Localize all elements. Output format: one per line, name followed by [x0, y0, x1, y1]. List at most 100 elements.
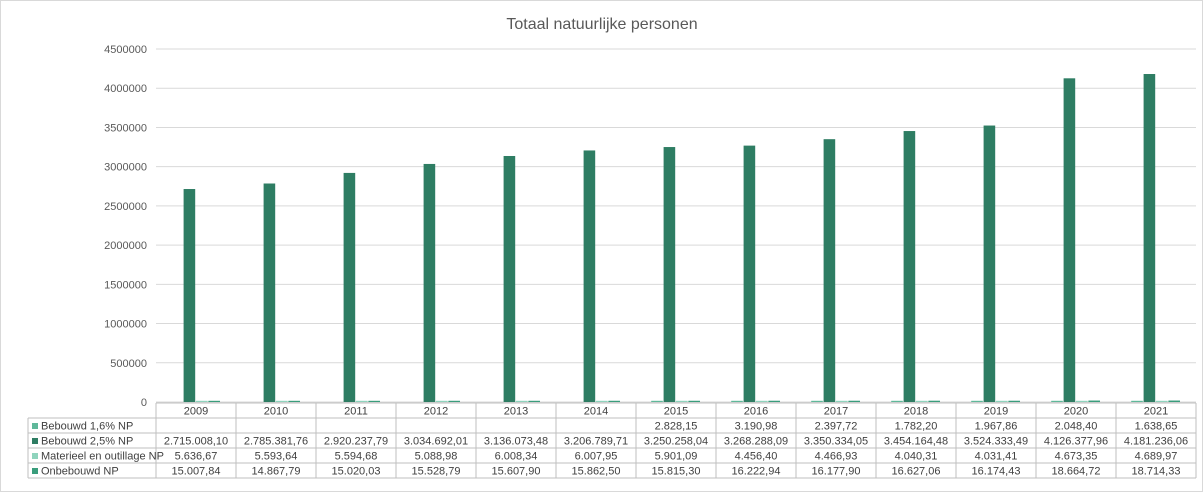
bar: [1008, 400, 1020, 402]
data-label: 4.040,31: [895, 451, 938, 463]
x-category-label: 2009: [184, 406, 208, 418]
legend-swatch: [32, 438, 38, 444]
bar: [1168, 400, 1180, 402]
legend-entry: Materieel en outillage NP: [41, 451, 164, 463]
bar: [1076, 400, 1088, 402]
data-label: 18.664,72: [1052, 466, 1101, 478]
x-category-label: 2021: [1144, 406, 1168, 418]
data-label: 4.466,93: [815, 451, 858, 463]
bar: [1088, 400, 1100, 402]
y-tick-label: 0: [141, 397, 147, 409]
bar: [1063, 78, 1076, 402]
bar: [848, 400, 860, 402]
data-label: 15.007,84: [172, 466, 221, 478]
data-label: 4.673,35: [1055, 451, 1098, 463]
data-label: 18.714,33: [1132, 466, 1181, 478]
bar: [731, 400, 743, 402]
bar: [811, 400, 823, 402]
data-label: 4.126.377,96: [1044, 436, 1108, 448]
bar: [503, 155, 516, 402]
data-label: 2.048,40: [1055, 421, 1098, 433]
gridlines: [156, 48, 1196, 403]
y-tick-label: 3000000: [104, 162, 147, 174]
bar: [276, 400, 288, 402]
data-label: 15.020,03: [332, 466, 381, 478]
bar: [823, 139, 836, 402]
y-tick-label: 500000: [110, 358, 147, 370]
bar: [983, 125, 996, 402]
data-label: 2.715.008,10: [164, 436, 228, 448]
data-label: 2.785.381,76: [244, 436, 308, 448]
bar: [1131, 400, 1143, 402]
x-category-label: 2010: [264, 406, 288, 418]
bar: [368, 400, 380, 402]
bar: [903, 131, 916, 403]
x-category-label: 2014: [584, 406, 608, 418]
data-label: 2.828,15: [655, 421, 698, 433]
bar: [436, 400, 448, 402]
bar: [1156, 400, 1168, 402]
x-category-label: 2013: [504, 406, 528, 418]
y-tick-label: 1000000: [104, 319, 147, 331]
y-tick-label: 2500000: [104, 201, 147, 213]
data-label: 14.867,79: [252, 466, 301, 478]
data-label: 4.031,41: [975, 451, 1018, 463]
data-label: 1.782,20: [895, 421, 938, 433]
y-tick-label: 4000000: [104, 83, 147, 95]
data-label: 5.594,68: [335, 451, 378, 463]
y-tick-label: 2000000: [104, 240, 147, 252]
data-label: 3.190,98: [735, 421, 778, 433]
legend-entry: Bebouwd 1,6% NP: [41, 421, 133, 433]
data-label: 4.181.236,06: [1124, 436, 1188, 448]
bar: [891, 400, 903, 402]
bar: [288, 400, 300, 402]
bar: [183, 189, 196, 402]
data-label: 1.638,65: [1135, 421, 1178, 433]
bar: [356, 400, 368, 402]
data-label: 16.174,43: [972, 466, 1021, 478]
data-label: 6.007,95: [575, 451, 618, 463]
data-label: 3.350.334,05: [804, 436, 868, 448]
legend-swatch: [32, 453, 38, 459]
x-category-label: 2015: [664, 406, 688, 418]
data-label: 3.454.164,48: [884, 436, 948, 448]
bar: [208, 400, 220, 402]
x-category-label: 2011: [344, 406, 368, 418]
data-label: 2.920.237,79: [324, 436, 388, 448]
legend-entry: Onbebouwd NP: [41, 466, 119, 478]
data-label: 15.528,79: [412, 466, 461, 478]
bar: [663, 147, 676, 402]
data-label: 16.627,06: [892, 466, 941, 478]
data-label: 15.862,50: [572, 466, 621, 478]
bar: [836, 400, 848, 402]
x-category-label: 2019: [984, 406, 1008, 418]
data-label: 2.397,72: [815, 421, 858, 433]
data-table: 2009 2010 2011 2012 2013 2014 2015 2016 2017 2018…: [27, 402, 1197, 479]
bar: [928, 400, 940, 402]
bar: [768, 400, 780, 402]
bar: [651, 400, 663, 402]
bar: [263, 183, 276, 402]
bar: [528, 400, 540, 402]
bar: [688, 400, 700, 402]
bar: [516, 400, 528, 402]
bar: [1051, 400, 1063, 402]
bar: [583, 150, 596, 402]
bar: [916, 400, 928, 402]
data-label: 15.607,90: [492, 466, 541, 478]
data-label: 5.636,67: [175, 451, 218, 463]
x-category-label: 2018: [904, 406, 928, 418]
bar: [448, 400, 460, 402]
x-category-label: 2012: [424, 406, 448, 418]
data-label: 15.815,30: [652, 466, 701, 478]
y-tick-label: 4500000: [104, 44, 147, 56]
data-label: 3.136.073,48: [484, 436, 548, 448]
data-label: 5.593,64: [255, 451, 298, 463]
data-label: 5.901,09: [655, 451, 698, 463]
bar: [676, 400, 688, 402]
bar: [743, 145, 756, 402]
data-label: 6.008,34: [495, 451, 538, 463]
bar: [608, 400, 620, 402]
data-label: 16.222,94: [732, 466, 781, 478]
